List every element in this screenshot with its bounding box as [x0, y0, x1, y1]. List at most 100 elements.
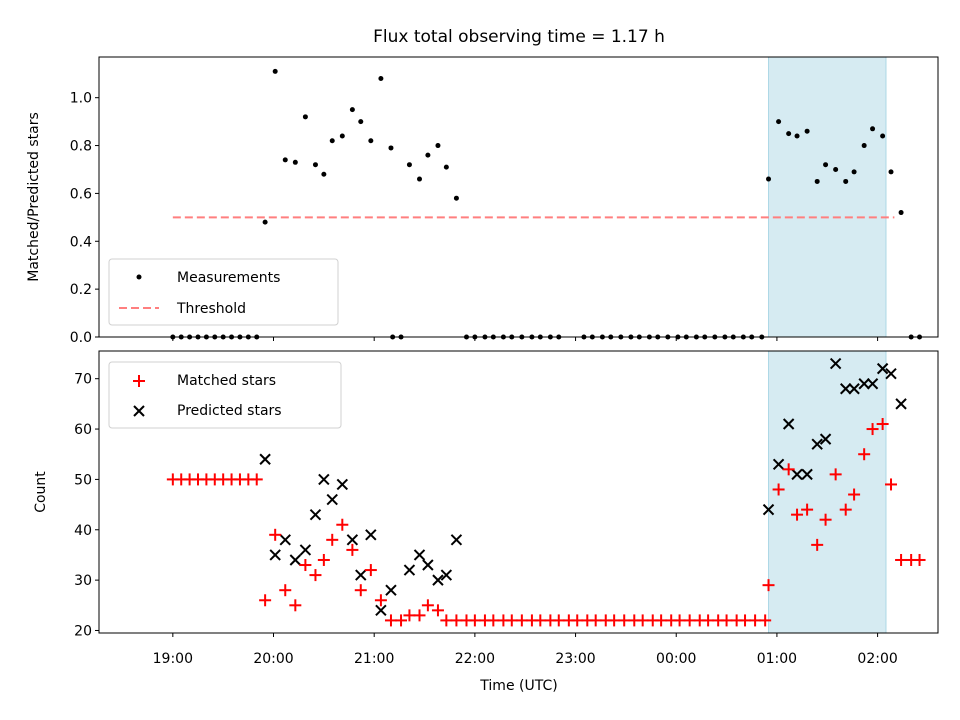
measurement-point: [786, 131, 792, 137]
predicted-point: [811, 438, 823, 450]
bottom-panel: 20 30 40 50 60 70 19:00 20:00 21:00 22:00 23:00 00…: [33, 350, 939, 694]
predicted-point: [259, 453, 271, 465]
matched-point: [782, 463, 795, 476]
matched-point: [819, 513, 832, 526]
matched-point: [876, 418, 889, 431]
legend-matched-label: Matched stars: [177, 373, 276, 389]
measurement-point: [833, 166, 839, 172]
chart-title: Flux total observing time = 1.17 h: [373, 27, 665, 47]
measurement-point: [349, 107, 355, 113]
matched-point: [289, 599, 302, 612]
predicted-point: [858, 378, 870, 390]
matched-point: [413, 609, 426, 622]
measurement-point: [302, 114, 308, 120]
top-panel: 0.0 0.2 0.4 0.6 0.8 1.0 Flux total observing …: [26, 27, 939, 346]
top-y-tick-label: 0.8: [70, 139, 92, 155]
matched-point: [608, 614, 621, 627]
predicted-point: [450, 534, 463, 546]
x-tick-label: 01:00: [757, 651, 797, 667]
matched-point: [515, 614, 528, 627]
predicted-point: [336, 478, 349, 491]
predicted-point: [375, 604, 387, 617]
predicted-point: [279, 534, 291, 546]
matched-point: [403, 609, 416, 622]
x-tick-label: 20:00: [253, 651, 293, 667]
predicted-point: [403, 564, 416, 576]
bottom-y-tick-label: 70: [74, 372, 92, 388]
measurement-point: [861, 143, 867, 149]
predicted-point: [829, 357, 842, 370]
matched-point: [829, 468, 842, 481]
measurement-point: [870, 126, 876, 132]
measurement-point: [339, 133, 345, 139]
x-tick-label: 21:00: [354, 651, 394, 667]
top-y-tick-label: 1.0: [70, 91, 92, 107]
predicted-point: [299, 544, 312, 556]
measurement-point: [880, 133, 886, 139]
measurement-point: [843, 178, 849, 184]
matched-point: [326, 533, 339, 546]
matched-point: [655, 614, 668, 627]
measurement-point: [262, 219, 268, 225]
bottom-y-tick-label: 60: [74, 422, 92, 438]
matched-point: [759, 614, 772, 627]
predicted-point: [422, 559, 434, 571]
top-highlight-span: [768, 56, 887, 338]
predicted-points: [259, 357, 907, 617]
measurement-point: [368, 138, 374, 144]
matched-point: [395, 614, 408, 627]
bottom-legend: Matched stars Predicted stars: [108, 361, 342, 429]
top-y-ticks: 0.0 0.2 0.4 0.6 0.8 1.0: [70, 91, 99, 346]
bottom-y-axis-label: Count: [33, 471, 49, 513]
predicted-point: [413, 549, 426, 561]
bottom-highlight-span: [768, 350, 887, 634]
matched-point: [839, 503, 852, 516]
matched-point: [336, 518, 349, 531]
bottom-y-tick-label: 20: [74, 623, 92, 639]
measurement-point: [388, 145, 394, 151]
matched-point: [848, 488, 861, 501]
matched-point: [571, 614, 584, 627]
matched-point: [589, 614, 602, 627]
matched-point: [374, 594, 387, 607]
predicted-point: [840, 383, 852, 395]
bottom-y-ticks: 20 30 40 50 60 70: [74, 372, 99, 639]
measurement-point: [416, 176, 422, 182]
top-y-tick-label: 0.6: [70, 186, 92, 202]
matched-point: [858, 448, 871, 461]
measurement-point: [329, 138, 335, 144]
matched-point: [552, 614, 565, 627]
measurement-point: [358, 119, 364, 125]
bottom-legend-box: [108, 361, 342, 429]
measurement-point: [292, 159, 298, 165]
measurement-point: [443, 164, 449, 170]
measurement-point: [794, 133, 800, 139]
matched-point: [739, 614, 752, 627]
predicted-point: [326, 493, 338, 506]
matched-points: [166, 418, 926, 627]
measurement-point: [453, 195, 459, 201]
predicted-point: [289, 554, 302, 566]
legend-measurements-marker: [136, 274, 142, 280]
matched-point: [364, 564, 377, 577]
measurement-point: [282, 157, 288, 163]
x-tick-label: 02:00: [857, 651, 897, 667]
predicted-point: [782, 418, 795, 430]
matched-point: [801, 503, 814, 516]
matched-point: [317, 553, 330, 566]
matched-point: [673, 614, 686, 627]
legend-predicted-label: Predicted stars: [177, 403, 282, 419]
matched-point: [720, 614, 733, 627]
measurement-point: [851, 169, 857, 175]
matched-point: [895, 553, 908, 566]
matched-point: [811, 538, 824, 551]
bottom-axes-frame: [98, 350, 939, 634]
x-tick-label: 23:00: [555, 651, 595, 667]
legend-threshold-label: Threshold: [176, 301, 246, 317]
matched-point: [384, 614, 397, 627]
bottom-y-tick-label: 50: [74, 472, 92, 488]
top-y-axis-label: Matched/Predicted stars: [26, 112, 42, 282]
matched-point: [618, 614, 631, 627]
top-y-tick-label: 0.2: [70, 282, 92, 298]
